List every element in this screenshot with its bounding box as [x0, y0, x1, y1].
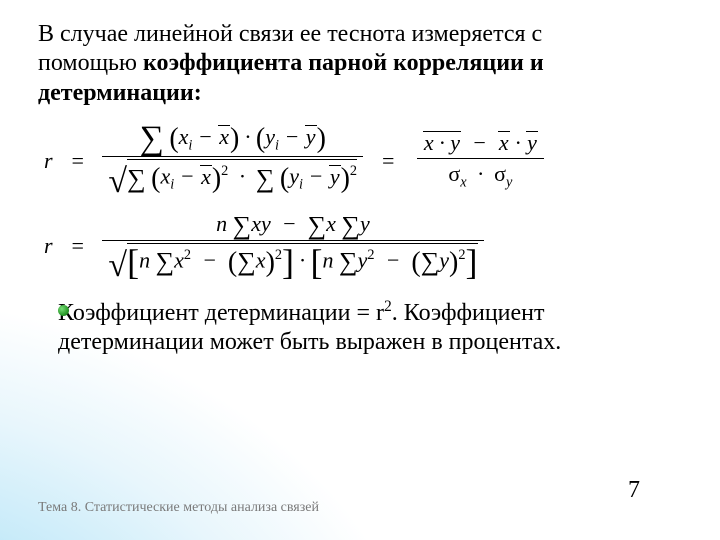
formulas: r = ∑ (xi − x) · (yi − y) √ ∑ (xi − x)2 …	[38, 124, 682, 281]
concl-seg1: Коэффициент детерминации = r	[58, 300, 384, 326]
concl-seg2: . Коэффициент	[392, 300, 545, 326]
f1-eq2: =	[381, 148, 396, 174]
f1-eq1: =	[70, 148, 85, 174]
f2-r: r	[44, 233, 53, 258]
f1-left-frac: ∑ (xi − x) · (yi − y) √ ∑ (xi − x)2 · ∑ …	[102, 124, 363, 197]
conclusion-text: Коэффициент детерминации = r2. Коэффицие…	[58, 297, 682, 358]
formula-2: r = n ∑xy − ∑x ∑y √ [n ∑x2 − (∑x)2]	[38, 211, 682, 281]
intro-line2b: коэффициента парной корреляции и	[143, 50, 544, 76]
f2-eq: =	[70, 233, 85, 259]
concl-sup: 2	[384, 298, 392, 315]
concl-line2: детерминации может быть выражен в процен…	[58, 329, 561, 355]
f2-frac: n ∑xy − ∑x ∑y √ [n ∑x2 − (∑x)2] · [n ∑y2	[102, 211, 483, 281]
slide: В случае линейной связи ее теснота измер…	[0, 0, 720, 540]
intro-line1: В случае линейной связи ее теснота измер…	[38, 21, 542, 47]
f1-r: r	[44, 148, 53, 173]
intro-line3b: детерминации:	[38, 80, 202, 106]
conclusion-block: Коэффициент детерминации = r2. Коэффицие…	[38, 297, 682, 358]
footer-text: Тема 8. Статистические методы анализа св…	[38, 500, 682, 516]
bullet-icon	[58, 305, 69, 316]
f1-right-frac: x · y − x · y σx · σy	[417, 130, 544, 191]
formula-1: r = ∑ (xi − x) · (yi − y) √ ∑ (xi − x)2 …	[38, 124, 682, 197]
intro-line2p: помощью	[38, 50, 143, 76]
intro-text: В случае линейной связи ее теснота измер…	[38, 20, 682, 108]
